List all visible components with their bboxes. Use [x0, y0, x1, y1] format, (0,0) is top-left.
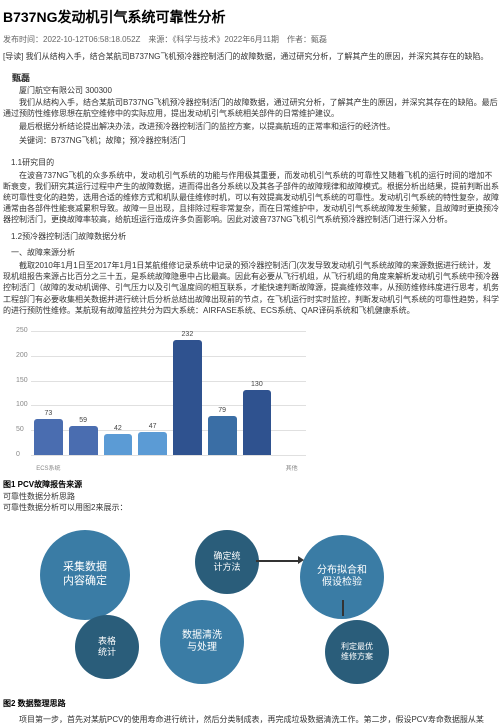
- bar: 130: [243, 390, 272, 454]
- arrow-head-icon: [298, 556, 304, 564]
- arrow-line: [256, 560, 298, 562]
- bar-value-label: 130: [251, 380, 263, 390]
- diagram-node: 利定最优维修方案: [325, 620, 389, 684]
- bars-group: 7359424723279130: [34, 331, 306, 455]
- bar-chart: 0501001502002507359424723279130ECS系统其他: [16, 323, 306, 473]
- x-axis-label: [69, 465, 98, 473]
- bar: 73: [34, 419, 63, 455]
- y-axis-label: 50: [16, 425, 24, 435]
- figure-1-subtitle-2: 可靠性数据分析可以用图2来展示：: [0, 502, 502, 513]
- final-para: 项目第一步，首先对某航PCV的使用寿命进行统计，然后分类制成表，再完成垃圾数据清…: [0, 710, 502, 726]
- bar-value-label: 42: [114, 424, 122, 434]
- diagram-node: 采集数据内容确定: [40, 530, 130, 620]
- author-name: 甄磊: [0, 66, 502, 85]
- bar-value-label: 73: [44, 409, 52, 419]
- bar-value-label: 47: [149, 422, 157, 432]
- x-axis-label: [243, 465, 272, 473]
- bar: 47: [138, 432, 167, 455]
- bar-column: 42: [104, 434, 133, 455]
- diagram-node: 表格统计: [75, 615, 139, 679]
- bar-column: 232: [173, 340, 202, 455]
- bar-value-label: 79: [218, 406, 226, 416]
- arrow-line: [342, 600, 344, 616]
- section-1-2: 1.2预冷器控制活门故障数据分析: [0, 227, 502, 243]
- section-1-1: 1.1研究目的: [0, 153, 502, 169]
- bar: 59: [69, 426, 98, 455]
- diagram-node: 数据清洗与处理: [160, 600, 244, 684]
- abstract: [导读] 我们从结构入手，结合某航司B737NG飞机预冷器控制活门的故障数据，通…: [0, 47, 502, 66]
- bar: 79: [208, 416, 237, 455]
- x-axis-label: 其他: [277, 465, 306, 473]
- bar: 232: [173, 340, 202, 455]
- bar-chart-container: 0501001502002507359424723279130ECS系统其他: [0, 317, 502, 475]
- figure-1-caption: 图1 PCV故障报告来源: [0, 475, 502, 491]
- diagram-node: 确定统计方法: [195, 530, 259, 594]
- y-axis-label: 200: [16, 351, 28, 361]
- y-axis-label: 0: [16, 450, 20, 460]
- section-1-2-1: 一、故障来源分析: [0, 243, 502, 259]
- y-axis-label: 150: [16, 376, 28, 386]
- x-axis-label: [138, 465, 167, 473]
- bar-column: 79: [208, 416, 237, 455]
- keywords: 关键词：B737NG飞机；故障；预冷器控制活门: [0, 133, 502, 152]
- para-1-2-1: 截取2010年1月1日至2017年1月1日某航维修记录系统中记录的预冷器控制活门…: [0, 259, 502, 317]
- flow-diagram: 采集数据内容确定表格统计数据清洗与处理确定统计方法分布拟合和假设检验利定最优维修…: [20, 520, 420, 690]
- bar-value-label: 232: [182, 330, 194, 340]
- bar-column: 130: [243, 390, 272, 454]
- page-title: B737NG发动机引气系统可靠性分析: [0, 0, 502, 32]
- x-axis-label: [173, 465, 202, 473]
- bar-column: 73: [34, 419, 63, 455]
- author-org: 厦门航空有限公司 300300: [0, 85, 502, 96]
- bar-value-label: 59: [79, 416, 87, 426]
- intro-para-1: 我们从结构入手，结合某航司B737NG飞机预冷器控制活门的故障数据，通过研究分析…: [0, 96, 502, 120]
- intro-para-2: 最后根据分析结论提出解决办法，改进预冷器控制活门的监控方案，以提高航班的正常率和…: [0, 120, 502, 133]
- grid-line: [31, 455, 306, 456]
- y-axis-label: 250: [16, 326, 28, 336]
- bar-column: 59: [69, 426, 98, 455]
- x-axis-label: [104, 465, 133, 473]
- x-axis-label: ECS系统: [34, 465, 63, 473]
- bar: 42: [104, 434, 133, 455]
- x-axis-labels: ECS系统 其他: [34, 465, 306, 473]
- figure-2-caption: 图2 数据整理思路: [0, 694, 502, 710]
- figure-1-subtitle-1: 可靠性数据分析思路: [0, 491, 502, 502]
- x-axis-label: [208, 465, 237, 473]
- pub-meta: 发布时间：2022-10-12T06:58:18.052Z 来源：《科学与技术》…: [0, 32, 502, 47]
- y-axis-label: 100: [16, 400, 28, 410]
- para-1-1: 在波音737NG飞机的众多系统中，发动机引气系统的功能与作用极其重要，而发动机引…: [0, 169, 502, 227]
- bar-column: 47: [138, 432, 167, 455]
